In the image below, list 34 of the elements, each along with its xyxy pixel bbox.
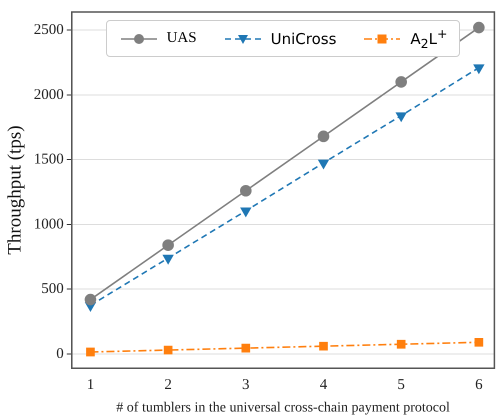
x-tick-label: 5 — [397, 377, 405, 394]
point — [164, 346, 172, 354]
y-tick-label: 0 — [56, 346, 64, 362]
point — [474, 64, 484, 74]
point — [163, 254, 174, 264]
point — [86, 348, 95, 356]
x-tick-label: 6 — [475, 377, 484, 394]
y-tick-label: 2000 — [34, 86, 64, 103]
x-tick-label: 2 — [164, 377, 172, 394]
point — [473, 22, 485, 34]
x-tick-label: 3 — [242, 377, 250, 394]
legend-label: UAS — [166, 30, 197, 47]
point — [319, 342, 328, 351]
y-axis-title: Throughput (tps) — [4, 125, 26, 255]
x-axis-title: # of tumblers in the universal cross-chain payment protocol — [116, 400, 450, 416]
point — [240, 208, 251, 217]
point — [318, 130, 330, 142]
x-tick-label: 4 — [320, 377, 328, 394]
point — [474, 338, 484, 347]
point — [240, 184, 252, 197]
y-tick-label: 500 — [41, 281, 64, 298]
point — [318, 160, 329, 169]
y-tick-label: 1500 — [34, 152, 64, 168]
point — [84, 294, 96, 306]
legend-label: A$_{2}$L$^{+}$ — [410, 26, 448, 51]
point — [395, 76, 407, 88]
point — [162, 239, 174, 251]
y-tick-label: 2500 — [34, 22, 64, 38]
legend-label: UniCross — [270, 30, 336, 48]
point — [241, 344, 250, 352]
x-tick-label: 1 — [86, 377, 94, 394]
point — [396, 340, 406, 349]
point — [396, 112, 406, 122]
y-tick-label: 1000 — [34, 216, 64, 232]
